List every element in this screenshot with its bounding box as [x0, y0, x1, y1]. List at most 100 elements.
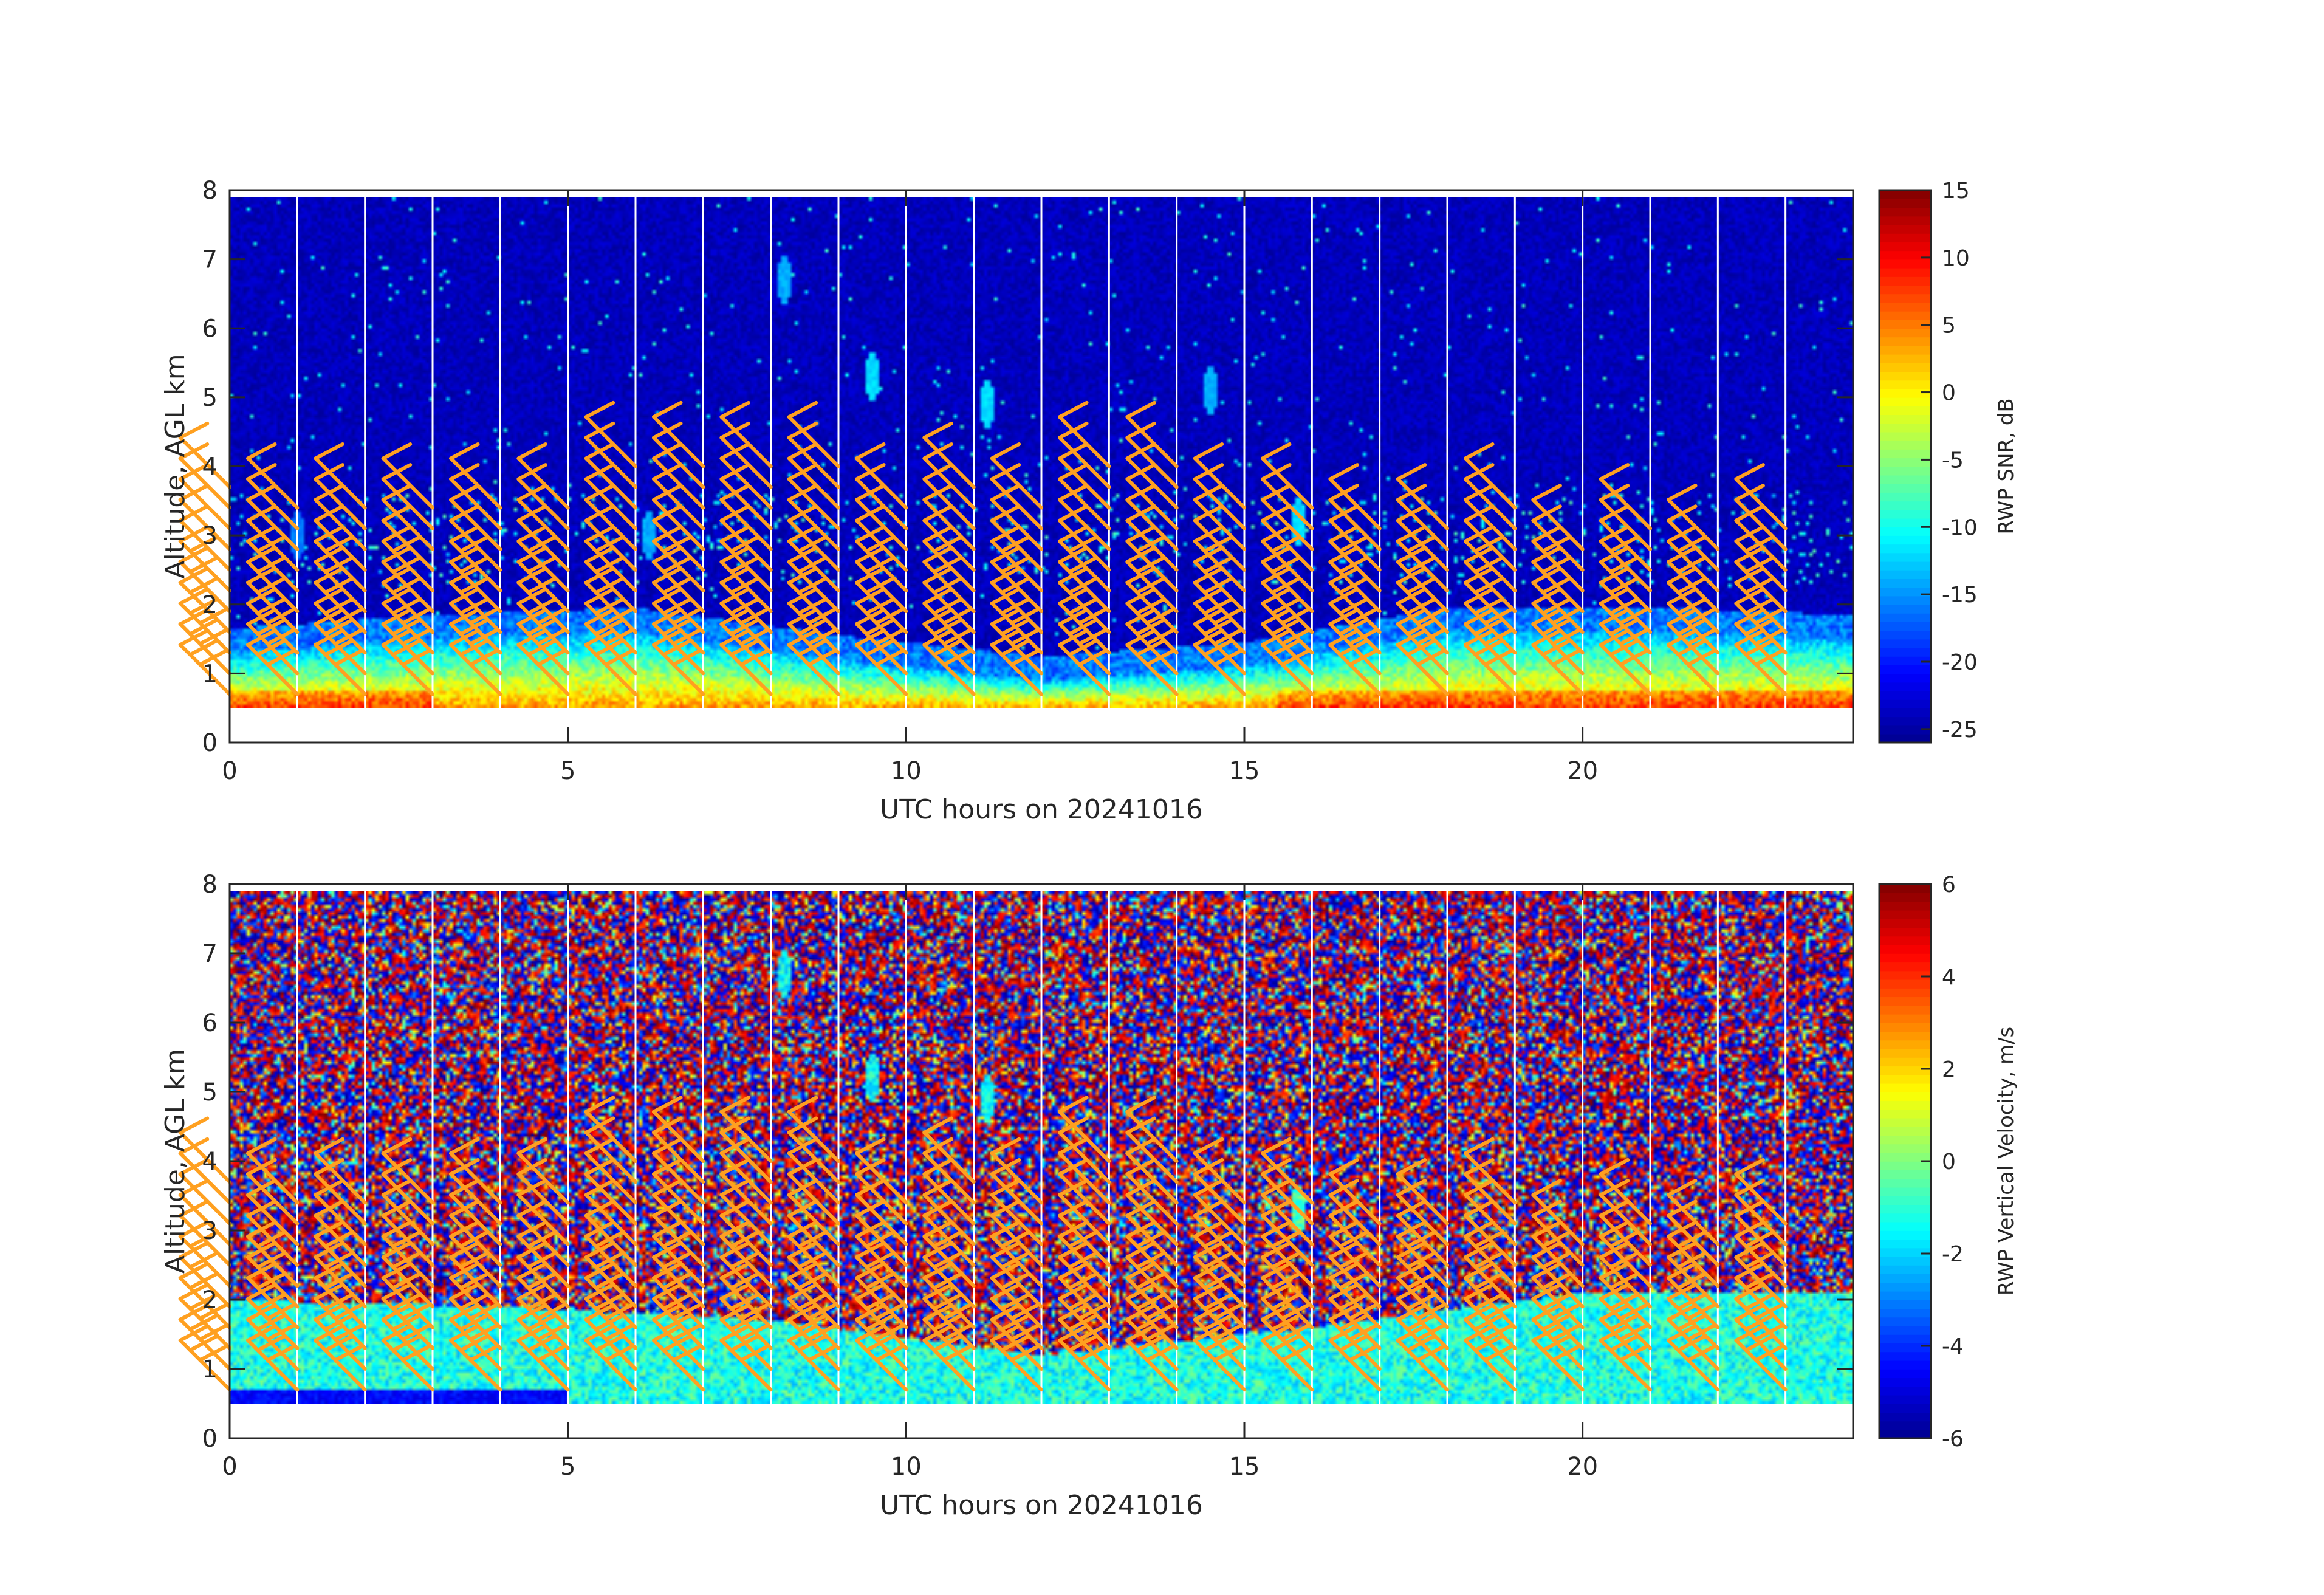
colorbar-step: [1879, 1057, 1931, 1067]
wind-barb: [449, 442, 502, 510]
colorbar-step: [1879, 1187, 1931, 1196]
wind-barb: [719, 400, 773, 468]
velocity-x-ticks: 0 5 10 15 20: [222, 884, 1598, 1481]
y-tick-label: 2: [202, 1286, 218, 1314]
colorbar-step: [1879, 665, 1931, 674]
colorbar-step: [1879, 587, 1931, 597]
wind-barb: [990, 442, 1043, 510]
wind-barb: [381, 442, 434, 510]
velocity-colorbar: -6 -4 -2 0 2 4 6: [1878, 873, 1964, 1452]
snr-y-axis-label: Altitude, AGL km: [160, 354, 191, 578]
y-tick-label: 5: [202, 384, 218, 412]
wind-barb: [1125, 1096, 1179, 1163]
x-tick-label: 0: [222, 1453, 237, 1481]
x-tick-label: 20: [1567, 1453, 1598, 1481]
colorbar-step: [1879, 1412, 1931, 1422]
colorbar-step: [1879, 233, 1931, 243]
x-tick-label: 0: [222, 757, 237, 785]
colorbar-step: [1879, 354, 1931, 363]
colorbar-step: [1879, 1005, 1931, 1015]
y-tick-label: 1: [202, 660, 218, 688]
x-tick-label: 10: [891, 757, 922, 785]
colorbar-step: [1879, 328, 1931, 338]
colorbar-step: [1879, 1421, 1931, 1430]
colorbar-step: [1879, 250, 1931, 260]
colorbar-step: [1879, 919, 1931, 928]
wind-barb: [1667, 484, 1720, 551]
colorbar-tick-label: -25: [1942, 718, 1978, 743]
colorbar-step: [1879, 716, 1931, 726]
colorbar-step: [1879, 242, 1931, 252]
snr-x-axis-label: UTC hours on 20241016: [880, 794, 1203, 825]
colorbar-tick-label: -2: [1942, 1242, 1964, 1267]
colorbar-step: [1879, 1256, 1931, 1266]
colorbar-step: [1879, 1083, 1931, 1092]
wind-barb: [922, 421, 976, 489]
colorbar-step: [1879, 1247, 1931, 1257]
wind-barb: [1464, 442, 1517, 510]
colorbar-step: [1879, 224, 1931, 234]
colorbar-step: [1879, 483, 1931, 493]
colorbar-step: [1879, 647, 1931, 657]
y-tick-label: 3: [202, 1217, 218, 1245]
colorbar-tick-label: 2: [1942, 1057, 1956, 1082]
x-tick-label: 5: [560, 1453, 575, 1481]
colorbar-step: [1879, 544, 1931, 554]
colorbar-step: [1879, 363, 1931, 372]
colorbar-step: [1879, 1204, 1931, 1214]
colorbar-step: [1879, 475, 1931, 484]
wind-barb: [1464, 1137, 1517, 1205]
wind-barb: [314, 1137, 367, 1205]
colorbar-step: [1879, 199, 1931, 208]
wind-barb: [449, 1137, 502, 1205]
wind-barb: [1193, 1137, 1246, 1205]
y-tick-label: 6: [202, 1009, 218, 1037]
snr-x-ticks: 0 5 10 15 20: [222, 190, 1598, 785]
colorbar-step: [1879, 612, 1931, 622]
wind-barb: [1599, 463, 1652, 530]
colorbar-step: [1879, 884, 1931, 894]
x-tick-label: 15: [1229, 757, 1260, 785]
colorbar-step: [1879, 996, 1931, 1006]
wind-barb: [1599, 1158, 1652, 1226]
colorbar-step: [1879, 1014, 1931, 1023]
colorbar-step: [1879, 458, 1931, 467]
colorbar-tick-label: 0: [1942, 1150, 1956, 1175]
colorbar-step: [1879, 595, 1931, 605]
wind-barb: [652, 400, 705, 468]
colorbar-tick-label: 10: [1942, 246, 1970, 271]
colorbar-step: [1879, 690, 1931, 700]
colorbar-step: [1879, 1074, 1931, 1084]
colorbar-step: [1879, 561, 1931, 571]
wind-barb: [1193, 442, 1246, 510]
wind-barb: [246, 1137, 300, 1205]
colorbar-step: [1879, 1178, 1931, 1188]
y-tick-label: 2: [202, 591, 218, 619]
x-tick-label: 10: [891, 1453, 922, 1481]
colorbar-step: [1879, 1144, 1931, 1153]
colorbar-step: [1879, 276, 1931, 286]
colorbar-tick-label: 5: [1942, 314, 1956, 338]
colorbar-step: [1879, 699, 1931, 708]
colorbar-step: [1879, 1343, 1931, 1353]
colorbar-step: [1879, 1308, 1931, 1318]
colorbar-tick-label: 6: [1942, 873, 1956, 897]
colorbar-step: [1879, 1117, 1931, 1127]
wind-barb: [1261, 442, 1314, 510]
colorbar-step: [1879, 910, 1931, 919]
wind-barb: [1396, 1158, 1449, 1226]
colorbar-step: [1879, 893, 1931, 902]
colorbar-step: [1879, 1394, 1931, 1404]
colorbar-step: [1879, 501, 1931, 510]
colorbar-step: [1879, 388, 1931, 398]
wind-barb: [1328, 463, 1382, 530]
colorbar-tick-label: -4: [1942, 1334, 1964, 1359]
wind-barb: [1058, 400, 1111, 468]
wind-barb: [990, 1137, 1043, 1205]
wind-barb: [787, 400, 840, 468]
colorbar-step: [1879, 423, 1931, 433]
colorbar-step: [1879, 1196, 1931, 1206]
colorbar-step: [1879, 190, 1931, 200]
